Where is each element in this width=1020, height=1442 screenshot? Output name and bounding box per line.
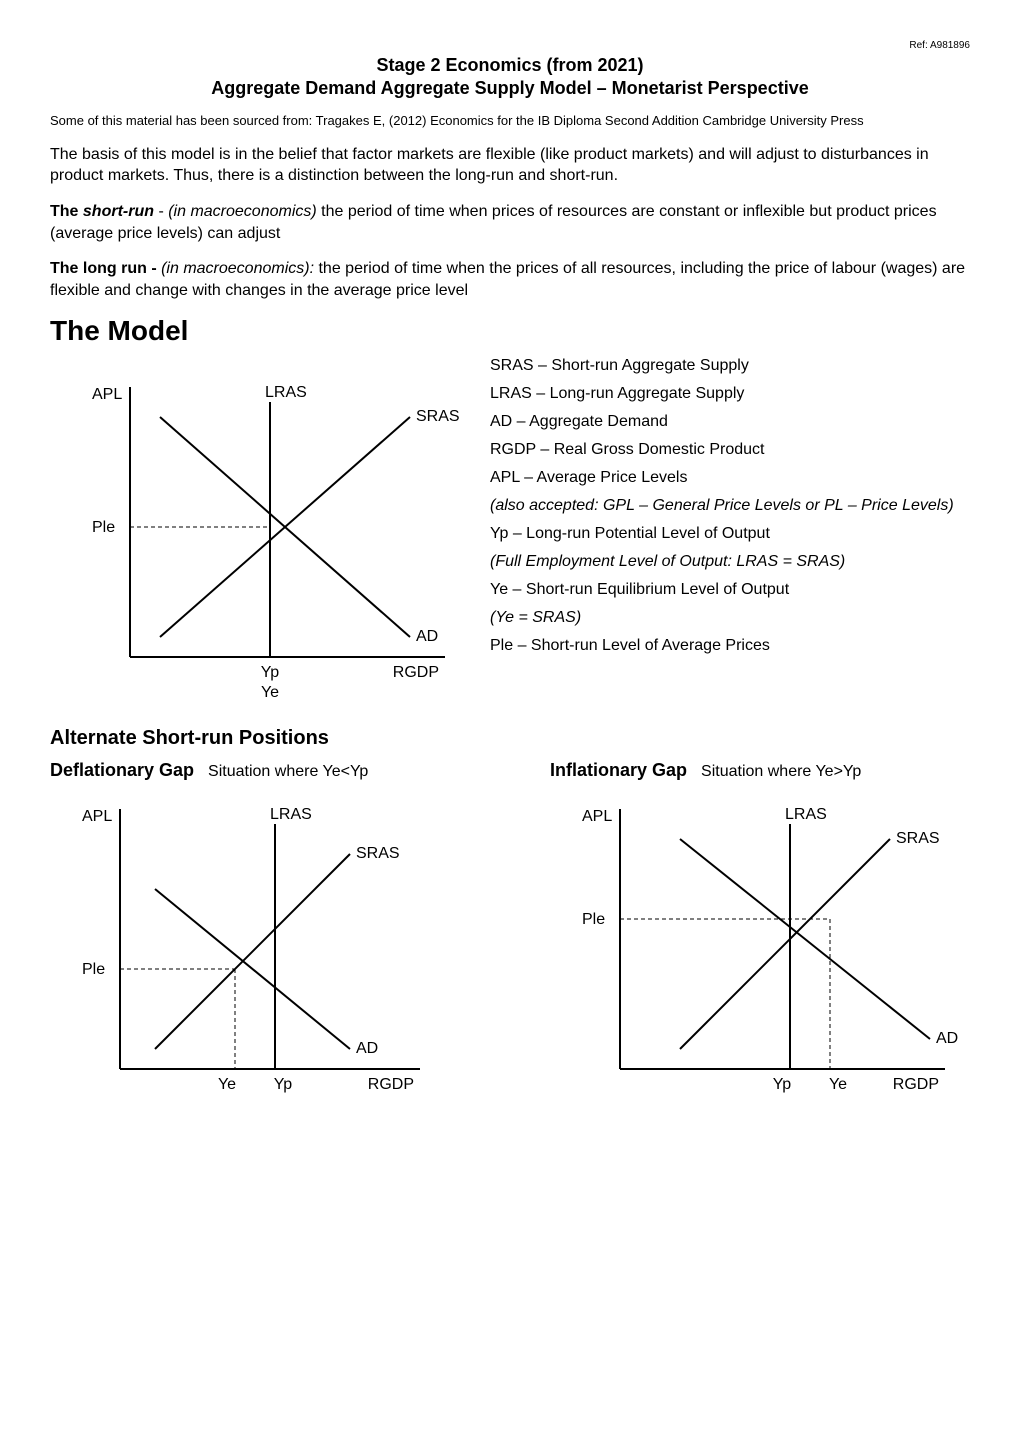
svg-text:Yp: Yp: [261, 664, 279, 681]
deflationary-sub: Situation where Ye<Yp: [208, 763, 368, 781]
inflationary-column: Inflationary Gap Situation where Ye>Yp A…: [550, 760, 970, 1109]
svg-text:Ple: Ple: [82, 961, 105, 978]
svg-text:Ye: Ye: [218, 1076, 236, 1093]
reference-id: Ref: A981896: [50, 40, 970, 51]
main-chart-container: APL LRAS SRAS AD RGDP Ple Yp Ye: [50, 357, 470, 697]
legend-sras: SRAS – Short-run Aggregate Supply: [490, 357, 970, 375]
main-chart: APL LRAS SRAS AD RGDP Ple Yp Ye: [50, 357, 470, 697]
legend-rgdp: RGDP – Real Gross Domestic Product: [490, 441, 970, 459]
svg-text:Ye: Ye: [829, 1076, 847, 1093]
svg-text:LRAS: LRAS: [265, 384, 307, 401]
model-heading: The Model: [50, 315, 970, 347]
legend-ye: Ye – Short-run Equilibrium Level of Outp…: [490, 581, 970, 599]
inflationary-chart: APL LRAS SRAS AD RGDP Ple Yp Ye: [550, 789, 970, 1109]
svg-text:RGDP: RGDP: [893, 1076, 939, 1093]
inflationary-title: Inflationary Gap: [550, 760, 687, 781]
deflationary-column: Deflationary Gap Situation where Ye<Yp A…: [50, 760, 470, 1109]
model-row: APL LRAS SRAS AD RGDP Ple Yp Ye SRAS – Short-ru…: [50, 357, 970, 697]
svg-text:APL: APL: [92, 386, 122, 403]
page-title-1: Stage 2 Economics (from 2021): [50, 55, 970, 76]
svg-text:APL: APL: [582, 808, 612, 825]
deflationary-title: Deflationary Gap: [50, 760, 194, 781]
svg-text:Ple: Ple: [92, 519, 115, 536]
paragraph-short-run: The short-run - (in macroeconomics) the …: [50, 201, 970, 244]
legend-yp-note: (Full Employment Level of Output: LRAS =…: [490, 553, 970, 571]
svg-text:AD: AD: [416, 628, 438, 645]
short-run-dash: -: [154, 203, 168, 220]
svg-text:AD: AD: [936, 1030, 958, 1047]
inflationary-sub: Situation where Ye>Yp: [701, 763, 861, 781]
short-run-term: short-run: [83, 203, 154, 220]
legend-yp: Yp – Long-run Potential Level of Output: [490, 525, 970, 543]
gap-row: Deflationary Gap Situation where Ye<Yp A…: [50, 760, 970, 1109]
svg-text:Ye: Ye: [261, 684, 279, 697]
alternate-positions-heading: Alternate Short-run Positions: [50, 727, 970, 750]
short-run-italic: (in macroeconomics): [168, 203, 316, 220]
svg-text:RGDP: RGDP: [368, 1076, 414, 1093]
svg-text:RGDP: RGDP: [393, 664, 439, 681]
legend-ad: AD – Aggregate Demand: [490, 413, 970, 431]
svg-text:LRAS: LRAS: [785, 806, 827, 823]
long-run-italic: (in macroeconomics):: [161, 260, 314, 277]
legend-apl: APL – Average Price Levels: [490, 469, 970, 487]
svg-text:Ple: Ple: [582, 911, 605, 928]
svg-text:SRAS: SRAS: [896, 830, 940, 847]
citation-text: Some of this material has been sourced f…: [50, 113, 970, 130]
page-title-2: Aggregate Demand Aggregate Supply Model …: [50, 78, 970, 99]
svg-text:AD: AD: [356, 1040, 378, 1057]
deflationary-chart: APL LRAS SRAS AD RGDP Ple Ye Yp: [50, 789, 450, 1109]
svg-text:Yp: Yp: [274, 1076, 292, 1093]
svg-text:SRAS: SRAS: [416, 408, 460, 425]
short-run-prefix: The: [50, 203, 83, 220]
paragraph-basis: The basis of this model is in the belief…: [50, 144, 970, 187]
legend-lras: LRAS – Long-run Aggregate Supply: [490, 385, 970, 403]
svg-text:LRAS: LRAS: [270, 806, 312, 823]
svg-text:SRAS: SRAS: [356, 845, 400, 862]
svg-text:APL: APL: [82, 808, 112, 825]
legend: SRAS – Short-run Aggregate Supply LRAS –…: [490, 357, 970, 697]
legend-ple: Ple – Short-run Level of Average Prices: [490, 637, 970, 655]
long-run-prefix: The long run -: [50, 260, 161, 277]
legend-ye-note: (Ye = SRAS): [490, 609, 970, 627]
paragraph-long-run: The long run - (in macroeconomics): the …: [50, 258, 970, 301]
legend-apl-note: (also accepted: GPL – General Price Leve…: [490, 497, 970, 515]
svg-text:Yp: Yp: [773, 1076, 791, 1093]
